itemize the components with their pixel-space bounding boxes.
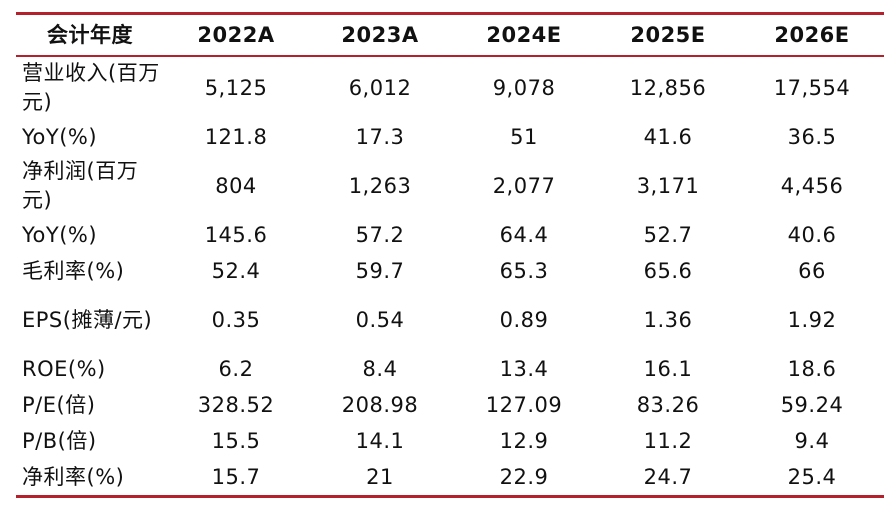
header-rule xyxy=(16,55,884,57)
table-cell: 25.4 xyxy=(787,465,837,489)
table-cell: 12,856 xyxy=(629,76,707,100)
table-cell: 52.7 xyxy=(643,223,693,247)
table-cell: 13.4 xyxy=(499,357,549,381)
table-cell: 121.8 xyxy=(204,125,268,149)
header-cell-2022a: 2022A xyxy=(197,23,275,47)
row-label: 营业收入(百万元) xyxy=(22,61,160,114)
header-cell-2026e: 2026E xyxy=(774,23,850,47)
header-cell-year: 会计年度 xyxy=(47,23,133,47)
table-cell: 1.92 xyxy=(787,308,837,332)
table-cell: 65.6 xyxy=(643,259,693,283)
table-cell: 8.4 xyxy=(362,357,398,381)
table-row: ROE(%) 6.2 8.4 13.4 16.1 18.6 xyxy=(16,351,884,387)
table-cell: 15.5 xyxy=(211,429,261,453)
table-cell: 4,456 xyxy=(780,174,844,198)
table-cell: 64.4 xyxy=(499,223,549,247)
table-cell: 65.3 xyxy=(499,259,549,283)
row-label: YoY(%) xyxy=(22,223,98,247)
table-cell: 0.35 xyxy=(211,308,261,332)
header-cell-2024e: 2024E xyxy=(486,23,562,47)
table-cell: 14.1 xyxy=(355,429,405,453)
table-cell: 5,125 xyxy=(204,76,268,100)
row-label: EPS(摊薄/元) xyxy=(22,307,153,332)
table-cell: 0.54 xyxy=(355,308,405,332)
table-cell: 12.9 xyxy=(499,429,549,453)
table-cell: 1,263 xyxy=(348,174,412,198)
table-cell: 2,077 xyxy=(492,174,556,198)
row-label: ROE(%) xyxy=(22,357,106,381)
table-cell: 1.36 xyxy=(643,308,693,332)
table-cell: 22.9 xyxy=(499,465,549,489)
row-label: 毛利率(%) xyxy=(22,259,125,283)
table-cell: 6,012 xyxy=(348,76,412,100)
bottom-rule xyxy=(16,495,884,498)
table-cell: 127.09 xyxy=(485,393,563,417)
table-cell: 21 xyxy=(366,465,394,489)
table-cell: 57.2 xyxy=(355,223,405,247)
table-cell: 9.4 xyxy=(794,429,830,453)
table-cell: 17.3 xyxy=(355,125,405,149)
table-cell: 0.89 xyxy=(499,308,549,332)
forecast-table: 会计年度 2022A 2023A 2024E 2025E 2026E 营业收入(… xyxy=(16,12,884,498)
table-cell: 9,078 xyxy=(492,76,556,100)
table-cell: 6.2 xyxy=(218,357,254,381)
table-cell: 145.6 xyxy=(204,223,268,247)
table-cell: 328.52 xyxy=(197,393,275,417)
table-cell: 51 xyxy=(510,125,538,149)
table-row: 营业收入(百万元) 5,125 6,012 9,078 12,856 17,55… xyxy=(16,57,884,119)
table-cell: 15.7 xyxy=(211,465,261,489)
table-cell: 17,554 xyxy=(773,76,851,100)
table-cell: 59.7 xyxy=(355,259,405,283)
table-row: 毛利率(%) 52.4 59.7 65.3 65.6 66 xyxy=(16,253,884,289)
header-cell-2025e: 2025E xyxy=(630,23,706,47)
table-cell: 83.26 xyxy=(636,393,700,417)
row-label: 净利率(%) xyxy=(22,465,125,489)
row-label: 净利润(百万元) xyxy=(22,159,139,212)
table-cell: 24.7 xyxy=(643,465,693,489)
table-cell: 18.6 xyxy=(787,357,837,381)
table-row: YoY(%) 145.6 57.2 64.4 52.7 40.6 xyxy=(16,217,884,253)
table-row: YoY(%) 121.8 17.3 51 41.6 36.5 xyxy=(16,119,884,155)
table-cell: 40.6 xyxy=(787,223,837,247)
table-cell: 208.98 xyxy=(341,393,419,417)
table-cell: 36.5 xyxy=(787,125,837,149)
table-cell: 66 xyxy=(798,259,826,283)
table-cell: 804 xyxy=(215,174,257,198)
table-cell: 11.2 xyxy=(643,429,693,453)
row-label: P/B(倍) xyxy=(22,429,97,453)
row-label: YoY(%) xyxy=(22,125,98,149)
top-rule xyxy=(16,12,884,15)
row-label: P/E(倍) xyxy=(22,393,96,417)
table-cell: 59.24 xyxy=(780,393,844,417)
header-row: 会计年度 2022A 2023A 2024E 2025E 2026E xyxy=(16,15,884,55)
table-row: 净利率(%) 15.7 21 22.9 24.7 25.4 xyxy=(16,459,884,495)
table-cell: 41.6 xyxy=(643,125,693,149)
table-cell: 52.4 xyxy=(211,259,261,283)
table-cell: 16.1 xyxy=(643,357,693,381)
table-row: P/E(倍) 328.52 208.98 127.09 83.26 59.24 xyxy=(16,387,884,423)
table-row: P/B(倍) 15.5 14.1 12.9 11.2 9.4 xyxy=(16,423,884,459)
table-cell: 3,171 xyxy=(636,174,700,198)
table-row: EPS(摊薄/元) 0.35 0.54 0.89 1.36 1.92 xyxy=(16,289,884,351)
table-row: 净利润(百万元) 804 1,263 2,077 3,171 4,456 xyxy=(16,155,884,217)
header-cell-2023a: 2023A xyxy=(341,23,419,47)
